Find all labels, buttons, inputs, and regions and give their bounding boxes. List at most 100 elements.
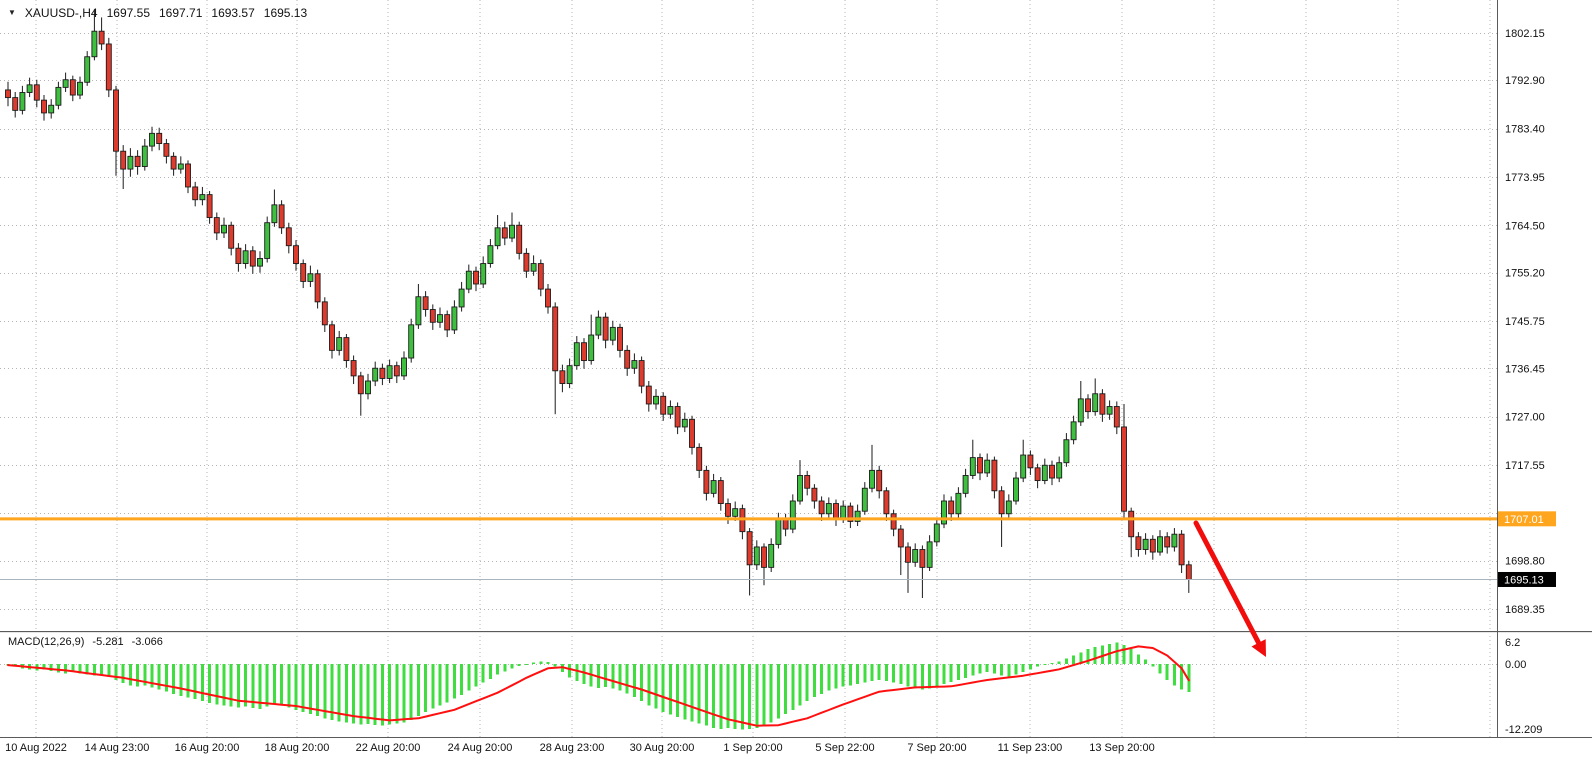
time-tick-label[interactable]: 14 Aug 23:00	[85, 742, 150, 754]
candle-bear	[696, 446, 703, 471]
ohlc-open: 1697.55	[106, 6, 150, 20]
macd-histogram-bar	[863, 664, 867, 683]
candle-bull	[221, 224, 227, 234]
candle-bear	[948, 500, 955, 515]
candle-bull	[1056, 462, 1063, 479]
time-tick-label[interactable]: 22 Aug 20:00	[356, 742, 421, 754]
candle-bull	[84, 56, 91, 83]
macd-histogram-bar	[906, 664, 910, 687]
candle-bull	[861, 487, 868, 512]
macd-histogram-bar	[431, 664, 435, 709]
macd-histogram-bar	[56, 664, 60, 673]
symbol-info-bar: ▼ XAUUSD-,H4 1697.55 1697.71 1693.57 169…	[8, 6, 307, 20]
trend-arrow-head[interactable]	[1251, 639, 1266, 657]
macd-histogram-bar	[150, 664, 154, 688]
macd-histogram-bar	[1028, 664, 1032, 670]
time-tick-label[interactable]: 28 Aug 23:00	[540, 742, 605, 754]
time-tick-label[interactable]: 1 Sep 20:00	[723, 742, 782, 754]
candle-bull	[372, 367, 379, 382]
macd-histogram-bar	[488, 664, 492, 679]
macd-histogram-bar	[776, 664, 780, 719]
candle-bear	[804, 475, 811, 489]
candle-bear	[1034, 467, 1041, 482]
macd-histogram-bar	[1129, 649, 1133, 664]
candle-bull	[264, 222, 271, 259]
candle-bull	[465, 270, 472, 290]
macd-histogram-bar	[251, 664, 255, 709]
macd-histogram-bar	[388, 664, 392, 725]
candle-bear	[33, 84, 40, 101]
symbol-dropdown-icon[interactable]: ▼	[8, 8, 16, 17]
macd-histogram-bar	[308, 664, 312, 715]
candle-bear	[98, 30, 105, 45]
time-tick-label[interactable]: 16 Aug 20:00	[175, 742, 240, 754]
macd-histogram-bar	[798, 664, 802, 706]
macd-histogram-bar	[632, 664, 636, 697]
indicator-macd-value: -5.281	[92, 636, 124, 648]
candle-bear	[645, 385, 652, 405]
time-tick-label[interactable]: 11 Sep 23:00	[998, 742, 1063, 754]
candle-bear	[343, 337, 350, 362]
macd-histogram-bar	[877, 664, 881, 680]
candle-bear	[1049, 464, 1055, 479]
candle-bull	[955, 492, 962, 515]
macd-histogram-bar	[121, 664, 125, 684]
candle-bear	[379, 367, 386, 379]
candle-bull	[257, 257, 263, 267]
candle-bear	[1099, 393, 1106, 415]
macd-histogram-bar	[179, 664, 183, 696]
hline-price-badge	[1498, 511, 1556, 527]
time-tick-label[interactable]: 30 Aug 20:00	[630, 742, 695, 754]
time-tick-label[interactable]: 24 Aug 20:00	[448, 742, 513, 754]
candle-bull	[307, 273, 314, 282]
candle-bear	[559, 370, 566, 385]
candle-bear	[811, 487, 818, 502]
macd-histogram-bar	[503, 664, 507, 672]
macd-histogram-bar	[208, 664, 212, 703]
indicator-name: MACD(12,26,9)	[8, 636, 85, 648]
macd-histogram-bar	[1043, 664, 1047, 666]
candle-bear	[1027, 454, 1034, 469]
time-tick-label[interactable]: 10 Aug 2022	[5, 742, 67, 754]
time-tick-label[interactable]: 5 Sep 22:00	[815, 742, 874, 754]
candle-bear	[847, 505, 854, 522]
macd-histogram-bar	[164, 664, 168, 692]
candle-bear	[170, 155, 177, 170]
candle-bear	[5, 89, 11, 99]
macd-histogram-bar	[474, 664, 478, 687]
candle-bull	[631, 360, 638, 369]
candle-bull	[595, 316, 602, 336]
price-tick-label: 1792.90	[1505, 75, 1545, 87]
trend-arrow-shaft[interactable]	[1193, 520, 1262, 646]
candle-bull	[487, 245, 494, 265]
macd-histogram-bar	[395, 664, 399, 724]
macd-histogram-bar	[704, 664, 708, 726]
time-tick-label[interactable]: 7 Sep 20:00	[907, 742, 966, 754]
candle-bear	[206, 194, 213, 219]
candle-bull	[775, 518, 782, 545]
time-tick-label[interactable]: 18 Aug 20:00	[265, 742, 330, 754]
macd-histogram-bar	[1007, 664, 1011, 677]
macd-histogram-bar	[1151, 664, 1155, 667]
macd-histogram-bar	[856, 664, 860, 685]
candle-bull	[386, 365, 393, 379]
time-tick-label[interactable]: 13 Sep 20:00	[1089, 742, 1154, 754]
candle-bear	[674, 406, 681, 428]
candle-bull	[732, 508, 739, 517]
candle-bear	[537, 263, 544, 290]
macd-histogram-bar	[899, 664, 903, 685]
candle-bear	[638, 360, 645, 387]
candle-bear	[314, 273, 321, 303]
macd-histogram-bar	[992, 664, 996, 674]
macd-histogram-bar	[935, 664, 939, 687]
candle-bull	[48, 104, 55, 114]
macd-histogram-bar	[1158, 664, 1162, 674]
candle-bull	[127, 155, 134, 170]
candle-bull	[530, 263, 537, 272]
macd-histogram-bar	[755, 664, 759, 728]
price-tick-label: 1736.45	[1505, 363, 1545, 375]
candle-bear	[285, 227, 292, 247]
macd-signal-line	[7, 645, 1190, 727]
candle-bear	[156, 132, 163, 145]
